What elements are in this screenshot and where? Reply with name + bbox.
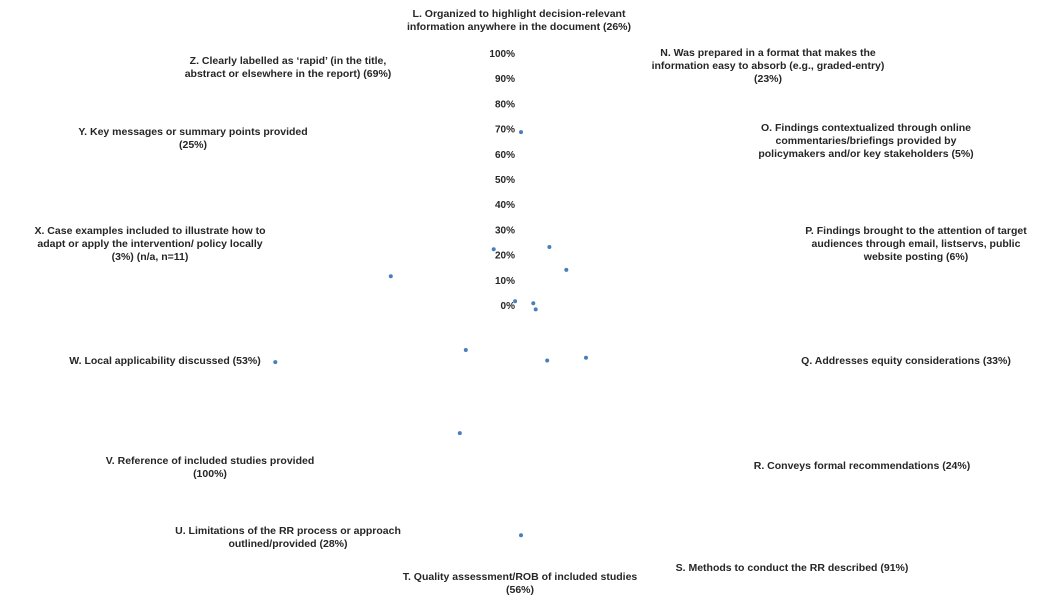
data-point [531, 301, 536, 306]
tick-label: 30% [495, 225, 515, 236]
category-label: L. Organized to highlight decision-relev… [407, 8, 631, 33]
tick-label: 60% [495, 150, 515, 161]
category-label: X. Case examples included to illustrate … [34, 225, 265, 263]
category-label: Q. Addresses equity considerations (33%) [801, 355, 1011, 367]
category-label: W. Local applicability discussed (53%) [69, 355, 260, 367]
data-point [388, 274, 393, 279]
category-label: Y. Key messages or summary points provid… [78, 126, 307, 151]
category-label-line: information easy to absorb (e.g., graded… [652, 60, 885, 72]
category-label-line: L. Organized to highlight decision-relev… [413, 8, 626, 20]
tick-label: 50% [495, 175, 515, 186]
category-label-line: X. Case examples included to illustrate … [34, 225, 265, 237]
tick-label: 20% [495, 251, 515, 262]
category-label-line: U. Limitations of the RR process or appr… [175, 525, 401, 537]
data-point [533, 307, 538, 312]
category-label-line: W. Local applicability discussed (53%) [69, 355, 260, 367]
category-label-line: Q. Addresses equity considerations (33%) [801, 355, 1011, 367]
category-label-line: commentaries/briefings provided by [776, 135, 957, 147]
category-label-line: T. Quality assessment/ROB of included st… [403, 571, 638, 583]
data-point [545, 358, 550, 363]
category-label: N. Was prepared in a format that makes t… [652, 47, 885, 85]
category-label: V. Reference of included studies provide… [106, 455, 315, 480]
tick-label: 80% [495, 99, 515, 110]
tick-label: 100% [489, 49, 515, 60]
data-point [491, 247, 496, 252]
data-points [273, 130, 588, 538]
category-label-line: O. Findings contextualized through onlin… [761, 122, 971, 134]
tick-label: 0% [501, 301, 516, 312]
category-label-line: outlined/provided (28%) [228, 538, 347, 550]
data-point [519, 533, 523, 538]
category-label-line: N. Was prepared in a format that makes t… [660, 47, 876, 59]
tick-label: 40% [495, 200, 515, 211]
data-point [519, 130, 523, 135]
category-label-line: adapt or apply the intervention/ policy … [37, 238, 262, 250]
category-label: S. Methods to conduct the RR described (… [676, 562, 909, 574]
category-label: T. Quality assessment/ROB of included st… [403, 571, 638, 596]
category-label-line: abstract or elsewhere in the report) (69… [185, 68, 392, 80]
data-point [547, 245, 552, 249]
category-label: Z. Clearly labelled as ‘rapid’ (in the t… [185, 55, 392, 80]
category-label-line: Z. Clearly labelled as ‘rapid’ (in the t… [190, 55, 387, 67]
category-labels: L. Organized to highlight decision-relev… [34, 8, 1027, 596]
category-label-line: S. Methods to conduct the RR described (… [676, 562, 909, 574]
tick-label: 90% [495, 74, 515, 85]
data-point [457, 431, 462, 436]
category-label: R. Conveys formal recommendations (24%) [754, 460, 970, 472]
category-label-line: (100%) [193, 468, 227, 480]
category-label-line: (23%) [754, 73, 782, 85]
category-label-line: R. Conveys formal recommendations (24%) [754, 460, 970, 472]
tick-label: 70% [495, 125, 515, 136]
tick-label: 10% [495, 276, 515, 287]
category-label-line: audiences through email, listservs, publ… [812, 238, 1021, 250]
category-label-line: V. Reference of included studies provide… [106, 455, 315, 467]
category-label: P. Findings brought to the attention of … [805, 225, 1027, 263]
category-label: U. Limitations of the RR process or appr… [175, 525, 401, 550]
category-label-line: policymakers and/or key stakeholders (5%… [758, 148, 973, 160]
category-label-line: Y. Key messages or summary points provid… [78, 126, 307, 138]
category-label-line: information anywhere in the document (26… [407, 21, 631, 33]
data-point [584, 355, 588, 360]
data-point [463, 348, 468, 352]
category-label-line: (3%) (n/a, n=11) [112, 251, 189, 263]
data-point [513, 299, 518, 304]
data-point [564, 267, 569, 272]
category-label-line: (56%) [506, 584, 534, 596]
category-label-line: website posting (6%) [863, 251, 968, 263]
radial-tick-labels: 0% 10% 20% 30% 40% 50% 60% 70% 80% 90% 100% [489, 49, 515, 312]
category-label-line: (25%) [179, 139, 207, 151]
category-label: O. Findings contextualized through onlin… [758, 122, 973, 160]
data-point [273, 360, 278, 365]
category-label-line: P. Findings brought to the attention of … [805, 225, 1027, 237]
